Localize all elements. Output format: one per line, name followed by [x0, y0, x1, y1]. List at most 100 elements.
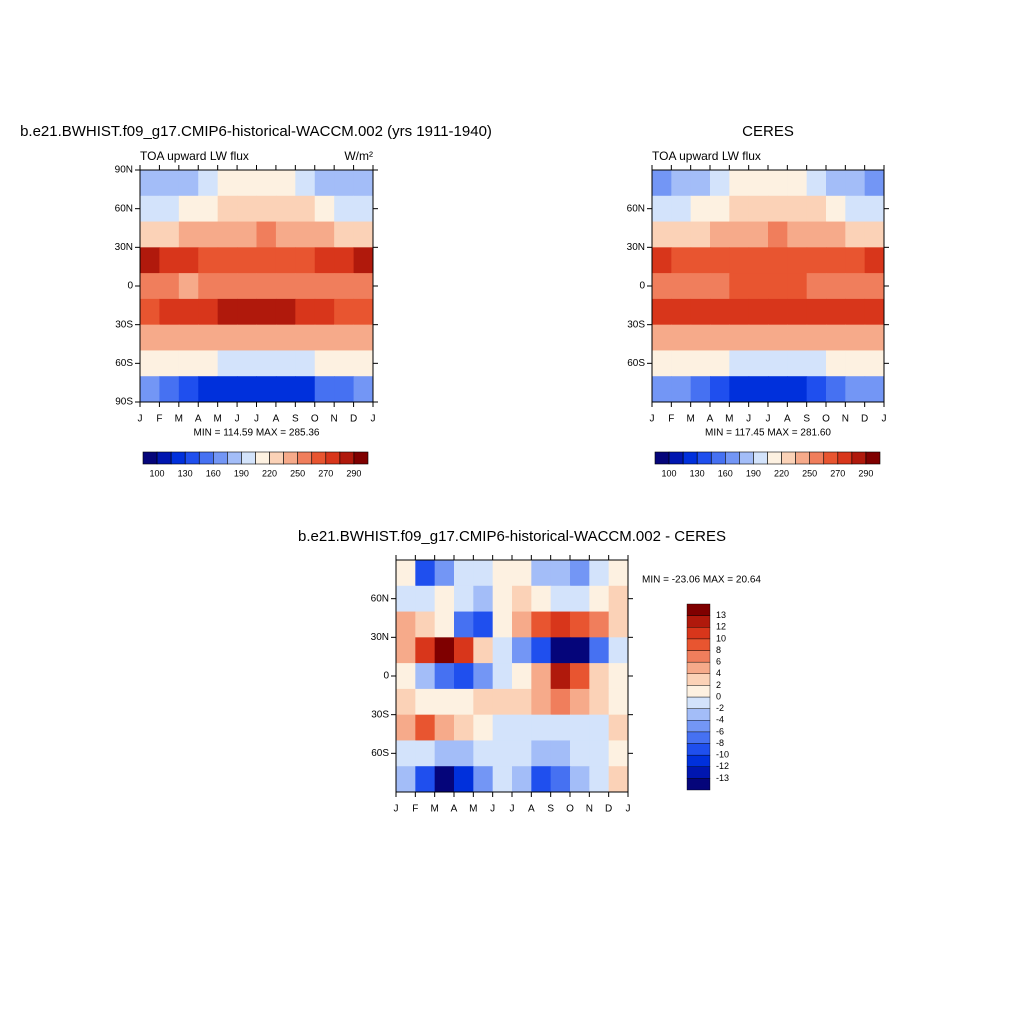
contour-cell — [396, 766, 416, 793]
contour-cell — [710, 170, 730, 197]
labelbar-label: 6 — [716, 657, 721, 667]
contour-cell — [473, 585, 494, 613]
contour-cell — [295, 170, 316, 197]
contour-cell — [178, 247, 199, 274]
contour-cell — [353, 376, 374, 403]
contour-cell — [275, 170, 296, 197]
contour-cell — [608, 560, 629, 587]
y-tick-label: 60N — [115, 203, 133, 214]
contour-cell — [198, 273, 219, 300]
labelbar-box — [795, 451, 810, 465]
contour-cell — [652, 324, 672, 351]
contour-cell — [512, 740, 532, 767]
labelbar-box — [686, 638, 711, 651]
contour-cell — [198, 350, 219, 377]
contour-cell — [217, 170, 238, 197]
y-tick-label: 60S — [371, 748, 389, 759]
contour-cell — [845, 170, 866, 197]
x-tick-label: A — [707, 414, 714, 425]
contour-cell — [845, 273, 866, 300]
contour-cell — [295, 376, 316, 403]
contour-cell — [589, 611, 610, 638]
labelbar-box — [686, 685, 711, 698]
contour-cell — [710, 376, 730, 403]
contour-cell — [806, 298, 827, 326]
contour-cell — [608, 714, 629, 741]
contour-cell — [396, 585, 416, 613]
labelbar-box — [739, 451, 754, 465]
contour-cell — [396, 714, 416, 741]
contour-cell — [652, 273, 672, 300]
contour-cell — [748, 376, 769, 403]
contour-cell — [826, 376, 846, 403]
x-tick-label: O — [822, 414, 830, 425]
labelbar-label: 270 — [318, 468, 333, 478]
contour-cell — [512, 560, 532, 587]
contour-cell — [434, 585, 455, 613]
contour-cell — [710, 221, 730, 248]
contour-cell — [652, 221, 672, 248]
contour-cell — [415, 637, 436, 664]
labelbar-label: -13 — [716, 773, 729, 783]
contour-cell — [806, 273, 827, 300]
contour-cell — [787, 298, 808, 326]
contour-cell — [589, 637, 610, 664]
contour-cell — [608, 740, 629, 767]
contour-cell — [768, 376, 788, 403]
contour-cell — [589, 714, 610, 741]
x-tick-label: D — [350, 414, 357, 425]
contour-cell — [729, 273, 750, 300]
contour-cell — [434, 560, 455, 587]
contour-cell — [748, 273, 769, 300]
contour-cell — [178, 298, 199, 326]
x-tick-label: J — [626, 804, 631, 815]
contour-cell — [314, 298, 335, 326]
contour-cell — [652, 195, 672, 223]
contour-cell — [434, 637, 455, 664]
contour-cell — [353, 195, 374, 223]
x-tick-label: F — [412, 804, 418, 815]
y-tick-label: 60S — [115, 358, 133, 369]
min-max: MIN = -23.06 MAX = 20.64 — [642, 575, 761, 586]
labelbar-box — [823, 451, 839, 465]
contour-cell — [415, 663, 436, 690]
contour-cell — [353, 298, 374, 326]
contour-cell — [806, 350, 827, 377]
contour-cell — [531, 585, 552, 613]
contour-cell — [492, 766, 513, 793]
x-tick-label: F — [156, 414, 162, 425]
contour-cell — [570, 766, 590, 793]
x-tick-label: J — [394, 804, 399, 815]
labelbar-box — [686, 615, 711, 628]
contour-cell — [275, 298, 296, 326]
contour-cell — [275, 350, 296, 377]
contour-cell — [454, 740, 474, 767]
contour-cell — [473, 740, 494, 767]
contour-cell — [256, 221, 277, 248]
labelbar-box — [865, 451, 881, 465]
labelbar-label: 160 — [718, 468, 733, 478]
contour-cell — [198, 298, 219, 326]
labelbar-box — [686, 650, 711, 663]
x-tick-label: M — [430, 804, 438, 815]
contour-cell — [334, 247, 355, 274]
contour-cell — [608, 766, 629, 793]
contour-cell — [550, 663, 571, 690]
contour-cell — [690, 195, 711, 223]
contour-cell — [140, 247, 160, 274]
labelbar-box — [710, 451, 726, 465]
contour-cell — [434, 663, 455, 690]
contour-cell — [314, 170, 335, 197]
contour-cell — [608, 637, 629, 664]
contour-cell — [512, 637, 532, 664]
labelbar-box — [837, 451, 853, 465]
labelbar-box — [686, 661, 711, 674]
x-tick-label: A — [528, 804, 535, 815]
contour-cell — [415, 688, 436, 716]
labelbar-box — [686, 708, 711, 721]
contour-cell — [275, 221, 296, 248]
contour-cell — [787, 170, 808, 197]
contour-cell — [787, 350, 808, 377]
contour-cell — [140, 221, 160, 248]
